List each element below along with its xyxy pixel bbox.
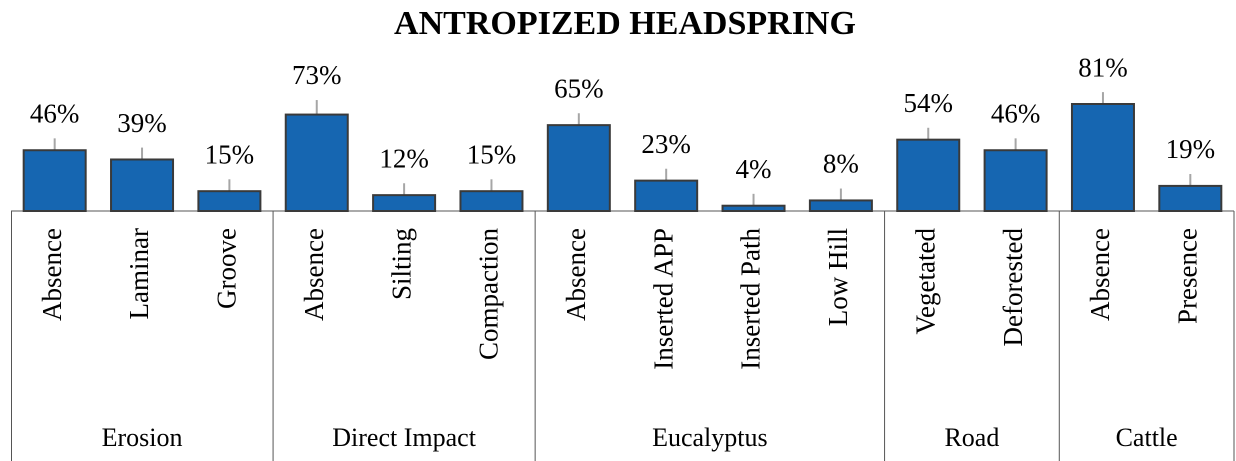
value-label: 12% xyxy=(379,143,429,173)
bar xyxy=(1158,184,1223,212)
bar xyxy=(721,204,786,212)
bar xyxy=(634,179,699,212)
category-label: Absence xyxy=(561,228,591,321)
group-label: Cattle xyxy=(1116,423,1178,452)
category-label: Groove xyxy=(212,228,242,309)
value-label: 4% xyxy=(736,154,772,184)
category-label: Absence xyxy=(37,228,67,321)
bar xyxy=(372,194,437,212)
value-label: 15% xyxy=(467,139,517,169)
value-label: 15% xyxy=(205,139,255,169)
bar xyxy=(546,124,611,212)
category-label: Compaction xyxy=(474,228,504,360)
category-label: Inserted Path xyxy=(736,228,766,370)
category-label: Absence xyxy=(1085,228,1115,321)
group-label: Eucalyptus xyxy=(652,423,768,452)
value-label: 65% xyxy=(554,73,604,103)
value-label: 19% xyxy=(1166,134,1216,164)
category-label: Inserted APP xyxy=(648,228,678,370)
value-label: 39% xyxy=(117,108,167,138)
bar xyxy=(896,138,961,213)
category-label: Silting xyxy=(386,228,416,300)
value-label: 73% xyxy=(292,60,342,90)
category-label: Absence xyxy=(299,228,329,321)
bar xyxy=(459,190,524,212)
group-label: Erosion xyxy=(102,423,183,452)
group-label: Road xyxy=(944,423,999,452)
value-label: 81% xyxy=(1078,52,1128,82)
bar xyxy=(110,158,175,212)
category-label: Deforested xyxy=(998,228,1028,347)
bar xyxy=(197,190,262,212)
category-label: Low Hill xyxy=(823,228,853,326)
bar xyxy=(1070,103,1135,212)
bar xyxy=(22,149,87,213)
category-label: Presence xyxy=(1173,228,1203,324)
value-label: 54% xyxy=(904,88,954,118)
bar xyxy=(284,113,349,212)
bar xyxy=(808,199,873,212)
bar xyxy=(983,149,1048,213)
value-label: 46% xyxy=(991,99,1041,129)
value-label: 8% xyxy=(823,149,859,179)
chart-title: ANTROPIZED HEADSPRING xyxy=(394,5,856,42)
value-label: 23% xyxy=(641,129,691,159)
group-label: Direct Impact xyxy=(332,423,476,452)
category-label: Vegetated xyxy=(910,228,940,335)
category-label: Laminar xyxy=(124,228,154,319)
value-label: 46% xyxy=(30,99,80,129)
